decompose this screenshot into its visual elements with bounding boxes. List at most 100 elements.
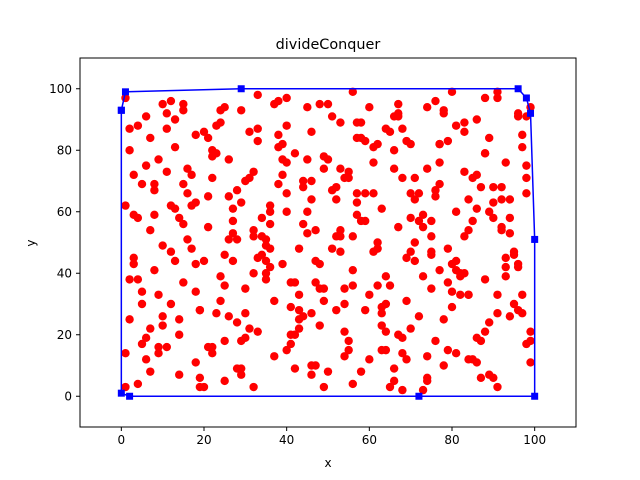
data-point [460,232,469,241]
data-point [175,213,184,223]
data-point [369,189,378,198]
data-point [480,149,490,158]
data-point [340,284,349,293]
data-point [195,373,205,382]
data-point [274,179,283,189]
data-point [154,342,163,352]
data-point [348,281,357,290]
data-point [170,142,180,152]
x-tick-label: 100 [523,433,546,447]
data-point [303,229,312,238]
data-point [418,210,428,220]
y-tick-label: 0 [64,389,72,403]
data-point [150,186,159,195]
data-point [394,112,403,121]
data-point [427,284,436,293]
data-point [480,275,490,284]
data-point [348,87,357,97]
data-point [493,309,502,318]
data-point [129,253,138,263]
data-point [389,364,399,373]
data-point [406,139,415,149]
data-point [245,173,254,183]
data-point [290,330,300,339]
data-point [427,232,436,241]
hull-vertex-marker [117,106,125,114]
data-point [369,158,378,167]
y-tick-label: 60 [57,205,72,219]
data-point [340,173,349,183]
data-point [493,87,502,97]
axes-frame [79,57,577,428]
data-point [203,192,213,201]
hull-vertex-marker [126,392,134,400]
x-axis-ticks: 0 20 40 60 80 100 [118,427,546,447]
data-point [282,93,291,103]
data-point [472,115,481,124]
data-point [427,247,436,256]
data-point [150,265,159,275]
data-point [319,164,329,173]
data-point [199,127,209,136]
data-point [365,355,374,364]
data-point [431,192,440,201]
data-point [356,367,366,376]
data-point [199,382,209,392]
data-point [476,373,486,382]
data-point [406,213,415,223]
data-point [150,179,159,189]
data-point [228,229,238,238]
data-point [286,302,295,312]
y-axis-label: y [24,239,38,246]
data-point [344,345,353,355]
data-point [323,367,333,376]
data-point [394,222,403,232]
data-point [261,269,271,278]
data-point [373,238,382,247]
data-point [249,382,258,392]
data-point [513,259,523,269]
data-point [418,222,428,232]
data-point [129,170,138,180]
data-point [137,287,147,296]
data-point [166,201,176,210]
data-point [348,232,357,241]
data-point [307,370,316,379]
data-point [497,195,506,204]
data-point [518,130,527,140]
data-point [443,345,453,355]
data-point [216,296,225,306]
data-point [385,127,395,136]
data-point [336,118,345,127]
data-point [303,103,312,112]
data-point [485,370,494,379]
data-point [389,376,399,386]
data-point [497,226,506,235]
data-point [447,287,457,296]
chart-title: divideConquer [276,37,381,53]
data-point [489,198,498,207]
data-point [166,247,176,256]
data-point [224,235,233,244]
data-point [435,139,444,149]
data-point [414,189,424,198]
data-point [245,127,254,136]
data-point [261,275,271,284]
data-point [166,96,176,106]
data-point [389,164,399,173]
data-point [447,87,457,97]
points-layer [121,87,535,395]
data-point [183,189,192,198]
data-point [398,124,407,133]
data-point [224,312,233,321]
data-point [385,281,395,290]
y-tick-label: 100 [49,82,72,96]
data-point [191,259,200,269]
data-point [158,241,167,250]
data-point [344,167,353,176]
data-point [187,170,196,180]
data-point [460,127,469,136]
data-point [212,309,221,318]
x-tick-label: 20 [196,433,211,447]
data-point [522,173,531,183]
